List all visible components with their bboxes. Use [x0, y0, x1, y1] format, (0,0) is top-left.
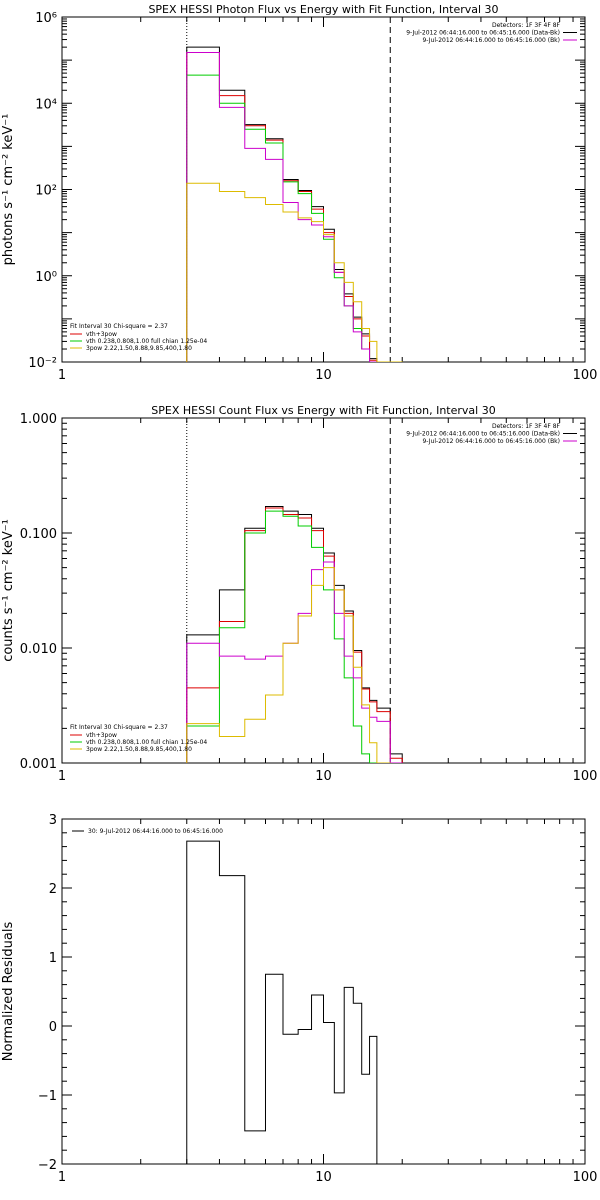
fit-component-label: vth 0.238,0.808,1.00 full chian 1.25e-04	[86, 739, 207, 746]
fit-component-label: 3pow 2.22,1.50,8.88,9.85,400,1.80	[86, 746, 192, 753]
y-tick-label: 10⁴	[35, 97, 57, 112]
legend-entry: 9-Jul-2012 06:44:16.000 to 06:45:16.000 …	[406, 30, 560, 37]
y-tick-label: 10⁰	[35, 270, 57, 285]
y-tick-label: 0	[49, 1020, 57, 1035]
fit-component-label: vth+3pow	[86, 732, 117, 739]
x-ticks: 1 10 100	[58, 819, 598, 1185]
axes-frame	[61, 417, 586, 764]
x-tick-label: 1	[58, 368, 66, 383]
y-tick-label: −2	[38, 1158, 57, 1173]
legend-entry: Detectors: 1F 3F 4F 8F	[492, 423, 561, 430]
y-ticks: 0.001 0.010 0.100 1.000	[20, 412, 585, 772]
y-ticks: 10⁻² 10⁰ 10² 10⁴ 10⁶	[28, 11, 585, 371]
legend-entry: 9-Jul-2012 06:44:16.000 to 06:45:16.000 …	[422, 438, 560, 445]
y-axis-label: photons s⁻¹ cm⁻² keV⁻¹	[1, 114, 16, 266]
legend-fit: Fit Interval 30 Chi-square = 2.37vth+3po…	[70, 323, 207, 352]
y-tick-label: −1	[38, 1089, 57, 1104]
legend-top: Detectors: 1F 3F 4F 8F9-Jul-2012 06:44:1…	[406, 423, 577, 445]
axes-frame	[61, 818, 586, 1165]
y-tick-label: 10⁻²	[28, 356, 57, 371]
y-tick-label: 0.010	[20, 642, 57, 657]
chart-title: SPEX HESSI Photon Flux vs Energy with Fi…	[148, 3, 498, 16]
y-tick-label: 10²	[35, 184, 57, 199]
panel-1: SPEX HESSI Photon Flux vs Energy with Fi…	[1, 3, 597, 383]
series-2-histogram	[186, 74, 378, 362]
x-tick-label: 1	[58, 1170, 66, 1185]
series-3-histogram	[186, 561, 403, 763]
x-tick-label: 100	[573, 368, 598, 383]
fit-component-label: 3pow 2.22,1.50,8.88,9.85,400,1.80	[86, 345, 192, 352]
legend-fit: Fit Interval 30 Chi-square = 2.37vth+3po…	[70, 724, 207, 753]
fit-component-label: vth 0.238,0.808,1.00 full chian 1.25e-04	[86, 338, 207, 345]
series-group	[186, 505, 403, 763]
fit-component-label: vth+3pow	[86, 331, 117, 338]
y-tick-label: 0.100	[20, 527, 57, 542]
y-tick-label: 3	[49, 813, 57, 828]
panel-2: SPEX HESSI Count Flux vs Energy with Fit…	[1, 404, 597, 784]
x-tick-label: 1	[58, 769, 66, 784]
series-0-histogram	[186, 505, 403, 763]
series-3-histogram	[186, 52, 378, 362]
x-tick-label: 10	[315, 1170, 332, 1185]
y-tick-label: 1	[49, 951, 57, 966]
y-axis-label: Normalized Residuals	[1, 922, 16, 1062]
series-group	[186, 840, 378, 1164]
legend-top: 30: 9-Jul-2012 06:44:16.000 to 06:45:16.…	[72, 828, 223, 835]
series-4-histogram	[186, 567, 391, 763]
legend-entry: 9-Jul-2012 06:44:16.000 to 06:45:16.000 …	[406, 431, 560, 438]
y-tick-label: 0.001	[20, 757, 57, 772]
series-0-histogram	[186, 840, 378, 1164]
y-tick-label: 2	[49, 882, 57, 897]
panel-3: 1 10 100 −2 −1 0 1 2 3 Normalized Residuals 30: 9-…	[1, 813, 597, 1185]
fit-summary: Fit Interval 30 Chi-square = 2.37	[70, 323, 168, 330]
axes-frame	[61, 16, 586, 363]
series-4-histogram	[186, 182, 403, 362]
legend-entry: 30: 9-Jul-2012 06:44:16.000 to 06:45:16.…	[88, 828, 223, 835]
legend-entry: 9-Jul-2012 06:44:16.000 to 06:45:16.000 …	[422, 37, 560, 44]
x-tick-label: 100	[573, 1170, 598, 1185]
x-tick-label: 10	[315, 368, 332, 383]
legend-entry: Detectors: 1F 3F 4F 8F	[492, 22, 561, 29]
x-tick-label: 100	[573, 769, 598, 784]
chart-title: SPEX HESSI Count Flux vs Energy with Fit…	[151, 404, 495, 417]
y-tick-label: 10⁶	[35, 11, 57, 26]
x-ticks: 1 10 100	[58, 418, 598, 784]
y-ticks: −2 −1 0 1 2 3	[38, 813, 585, 1173]
x-tick-label: 10	[315, 769, 332, 784]
y-axis-label: counts s⁻¹ cm⁻² keV⁻¹	[1, 519, 16, 662]
legend-top: Detectors: 1F 3F 4F 8F9-Jul-2012 06:44:1…	[406, 22, 577, 44]
series-2-histogram	[186, 510, 378, 763]
series-group	[186, 46, 403, 362]
fit-summary: Fit Interval 30 Chi-square = 2.37	[70, 724, 168, 731]
series-1-histogram	[186, 507, 403, 763]
y-tick-label: 1.000	[20, 412, 57, 427]
